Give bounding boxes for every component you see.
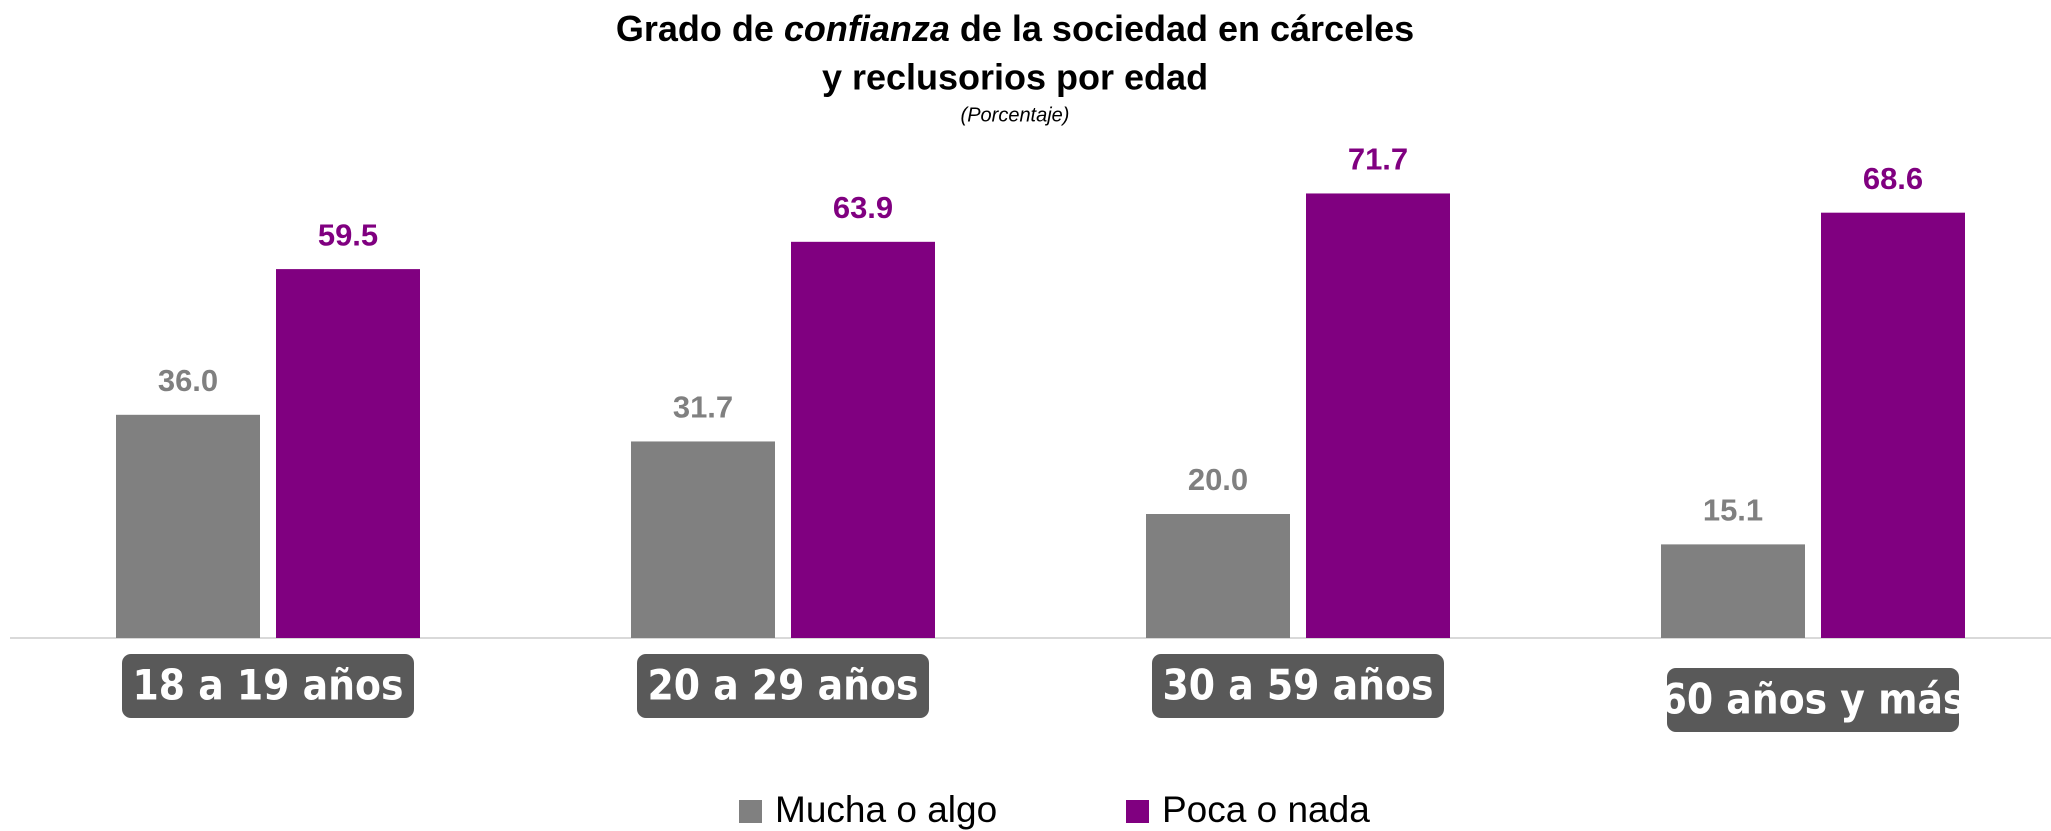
bar	[276, 269, 420, 638]
bar	[631, 441, 775, 638]
value-label: 20.0	[1188, 462, 1248, 497]
value-label: 71.7	[1348, 142, 1408, 177]
bar	[116, 414, 260, 638]
legend-label: Mucha o algo	[775, 789, 997, 830]
value-label: 68.6	[1863, 161, 1923, 196]
chart-title: y reclusorios por edad	[822, 57, 1208, 98]
value-label: 63.9	[833, 190, 893, 225]
bar	[1306, 193, 1450, 638]
chart-subtitle: (Porcentaje)	[961, 104, 1070, 126]
value-label: 36.0	[158, 363, 218, 398]
title-part: Grado de	[616, 8, 774, 49]
bar	[1661, 544, 1805, 638]
x-tick-label: 30 a 59 años	[1163, 661, 1434, 710]
category-box	[122, 654, 414, 718]
value-label: 31.7	[673, 390, 733, 425]
x-tick-label: 20 a 29 años	[648, 661, 919, 710]
category-box	[1667, 668, 1959, 732]
bar	[791, 241, 935, 638]
title-part: de la sociedad en cárceles	[960, 8, 1414, 49]
chart-title: Grado de confianza de la sociedad en cárce…	[616, 8, 1414, 49]
legend-swatch	[739, 800, 762, 823]
legend-label: Poca o nada	[1162, 789, 1370, 830]
legend-swatch	[1126, 800, 1149, 823]
title-part: confianza	[784, 8, 950, 49]
x-tick-label: 60 años y más	[1661, 675, 1966, 724]
value-label: 59.5	[318, 217, 378, 252]
bar	[1146, 514, 1290, 638]
bar	[1821, 212, 1965, 638]
category-box	[637, 654, 929, 718]
x-tick-label: 18 a 19 años	[133, 661, 404, 710]
value-label: 15.1	[1703, 493, 1763, 528]
category-box	[1152, 654, 1444, 718]
